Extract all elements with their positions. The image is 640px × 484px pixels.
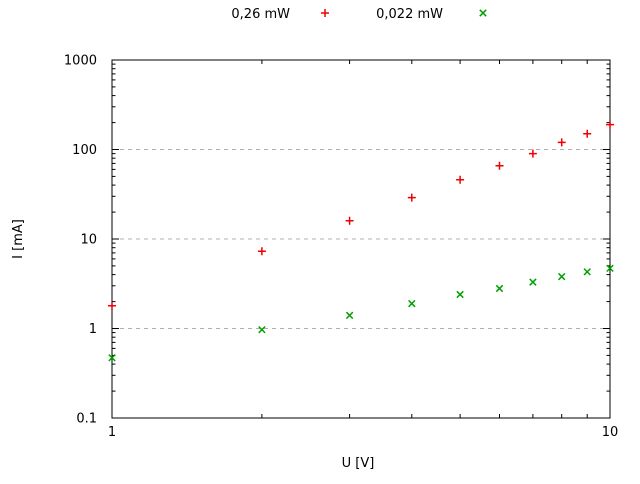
data-points-layer: [108, 120, 614, 362]
y-tick-label-1000: 1000: [64, 54, 97, 69]
grid-layer: [112, 149, 610, 329]
cross-marker-icon: [479, 9, 487, 17]
x-axis-title: U [V]: [342, 456, 375, 471]
data-point-series-0-x7: [528, 149, 537, 158]
legend-label-series-1: 0,022 mW: [376, 7, 443, 22]
data-point-series-1-x7: [529, 278, 537, 286]
data-point-series-0-x8: [557, 138, 566, 147]
data-point-series-1-x10: [606, 264, 614, 273]
y-tick-label-1: 1: [89, 322, 97, 337]
plus-marker-icon: [321, 9, 329, 17]
tick-labels-layer: 0.1 1 10 100 1000 1 10: [64, 54, 618, 441]
data-point-series-0-x6: [495, 161, 504, 170]
data-point-series-1-x6: [495, 284, 504, 293]
x-tick-label-1: 1: [108, 425, 116, 440]
data-point-series-0-x3: [345, 216, 354, 225]
data-point-series-1-x1: [108, 354, 116, 362]
data-point-series-0-x2: [257, 247, 266, 256]
y-tick-label-10: 10: [80, 233, 97, 248]
legend: 0,26 mW 0,022 mW: [231, 7, 487, 22]
data-point-series-0-x5: [456, 175, 465, 184]
data-point-series-0-x4: [407, 193, 416, 202]
plot-border: [111, 59, 611, 419]
x-tick-label-10: 10: [602, 425, 619, 440]
data-point-series-1-x5: [456, 290, 464, 299]
data-point-series-1-x8: [557, 272, 566, 281]
data-point-series-1-x2: [258, 325, 266, 334]
y-axis-title: I [mA]: [11, 219, 26, 259]
legend-label-series-0: 0,26 mW: [231, 7, 290, 22]
data-point-series-1-x4: [408, 299, 416, 308]
data-point-series-1-x3: [345, 311, 354, 320]
data-point-series-1-x9: [583, 268, 591, 276]
series-0-points: [108, 120, 614, 310]
data-point-series-0-x9: [583, 129, 592, 138]
series-1-points: [108, 264, 614, 362]
data-point-series-0-x10: [606, 120, 614, 129]
data-point-series-0-x1: [108, 301, 116, 310]
y-tick-label-100: 100: [72, 143, 97, 158]
y-tick-label-0.1: 0.1: [76, 412, 97, 427]
